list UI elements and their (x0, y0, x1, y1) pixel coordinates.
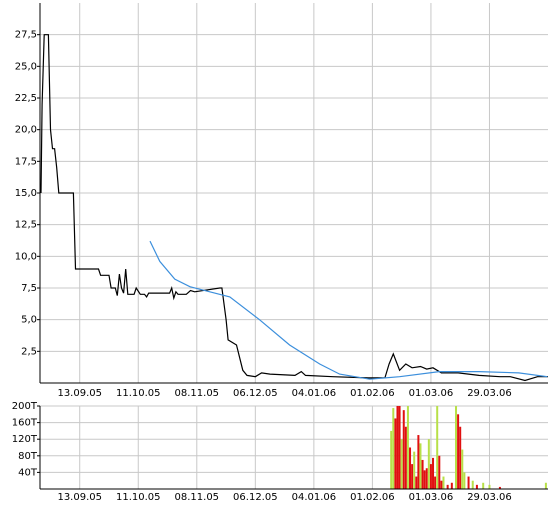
volume-bar (425, 468, 428, 489)
volume-bar (404, 426, 407, 489)
x-tick-label: 01.03.06 (409, 492, 454, 503)
y-tick-label: 27,5 (15, 30, 37, 41)
volume-bar (488, 484, 491, 489)
y-tick-label: 22,5 (15, 93, 37, 104)
price-line (149, 240, 548, 380)
y-tick-label: 7,5 (21, 283, 37, 294)
volume-bar (402, 410, 405, 489)
y-tick-label: 200T (12, 401, 38, 412)
y-tick-label: 40T (18, 467, 38, 478)
x-tick-label: 29.03.06 (467, 492, 512, 503)
volume-bar (411, 464, 414, 489)
x-tick-label: 29.03.06 (467, 388, 512, 399)
volume-bar (392, 408, 395, 489)
volume-bar (400, 439, 403, 489)
y-tick-label: 5,0 (21, 315, 37, 326)
x-tick-label: 06.12.05 (233, 492, 278, 503)
x-tick-label: 01.02.06 (350, 492, 395, 503)
y-tick-label: 10,0 (15, 251, 37, 262)
x-tick-label: 13.09.05 (57, 388, 102, 399)
volume-bar (461, 449, 464, 489)
y-tick-label: 12,5 (15, 220, 37, 231)
x-tick-label: 01.03.06 (409, 388, 454, 399)
volume-bar (498, 486, 501, 489)
volume-bar (413, 451, 416, 489)
x-tick-label: 06.12.05 (233, 388, 278, 399)
volume-bar (446, 484, 449, 489)
y-tick-label: 160T (12, 418, 38, 429)
volume-bar (475, 484, 478, 489)
volume-bar (457, 414, 460, 489)
volume-bar (396, 406, 399, 489)
y-tick-label: 120T (12, 434, 38, 445)
volume-bar (467, 476, 470, 489)
y-tick-label: 17,5 (15, 156, 37, 167)
volume-bar (432, 457, 435, 489)
volume-bar (398, 406, 401, 489)
volume-bar (459, 426, 462, 489)
volume-bar (415, 476, 418, 489)
volume-bar (471, 480, 474, 489)
x-tick-label: 13.09.05 (57, 492, 102, 503)
price-line (40, 34, 548, 382)
volume-bar (390, 430, 393, 489)
y-tick-label: 80T (18, 451, 38, 462)
y-tick-label: 2,5 (21, 346, 37, 357)
x-tick-label: 11.10.05 (116, 388, 161, 399)
volume-bar (427, 439, 430, 489)
y-tick-label: 25,0 (15, 61, 37, 72)
x-tick-label: 04.01.06 (292, 388, 337, 399)
volume-bar (423, 470, 426, 489)
volume-bar (482, 482, 485, 489)
volume-bar (455, 406, 458, 489)
volume-bar (419, 443, 422, 489)
volume-bar (394, 418, 397, 489)
x-tick-label: 11.10.05 (116, 492, 161, 503)
volume-bar (440, 480, 443, 489)
volume-bar (406, 406, 409, 489)
volume-bar (442, 476, 445, 489)
volume-bar (450, 482, 453, 489)
volume-bar (436, 406, 439, 489)
volume-bar (434, 476, 437, 489)
x-tick-label: 08.11.05 (175, 492, 220, 503)
volume-bar (544, 482, 547, 489)
x-tick-label: 08.11.05 (175, 388, 220, 399)
volume-bar (463, 472, 466, 489)
volume-bar (417, 435, 420, 489)
y-tick-label: 20,0 (15, 125, 37, 136)
x-tick-label: 04.01.06 (292, 492, 337, 503)
volume-bar (438, 455, 441, 489)
x-tick-label: 01.02.06 (350, 388, 395, 399)
y-tick-label: 15,0 (15, 188, 37, 199)
volume-bar (429, 464, 432, 489)
volume-bar (421, 459, 424, 489)
volume-bar (409, 447, 412, 489)
